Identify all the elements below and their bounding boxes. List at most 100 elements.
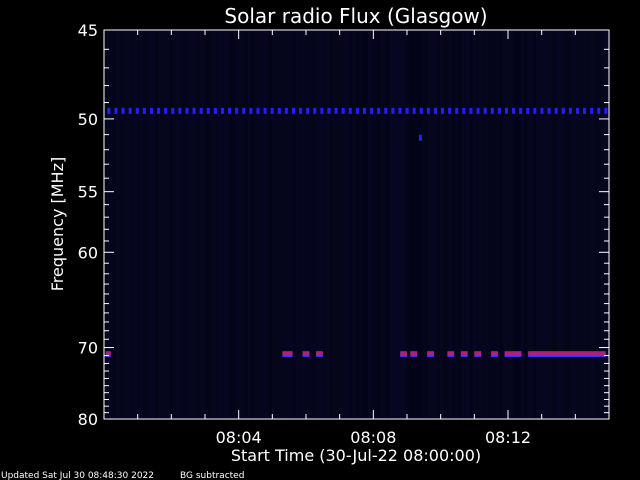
noise-column xyxy=(458,30,461,419)
band-50-dash xyxy=(426,107,430,114)
band-50-dash xyxy=(362,107,366,114)
noise-column xyxy=(329,30,332,419)
noise-column xyxy=(119,30,122,419)
noise-column xyxy=(500,30,503,419)
band-71-segment xyxy=(491,352,498,357)
noise-column xyxy=(206,30,209,419)
noise-column xyxy=(272,30,275,419)
noise-column xyxy=(302,30,305,419)
y-tick-label: 50 xyxy=(78,110,98,129)
noise-column xyxy=(581,30,584,419)
noise-column xyxy=(107,30,110,419)
band-50-dash xyxy=(185,107,189,114)
band-50-dash xyxy=(334,107,338,114)
band-50-dash xyxy=(263,107,267,114)
band-50-dash xyxy=(249,107,253,114)
band-50-dash xyxy=(597,107,601,114)
band-50-dash xyxy=(164,107,168,114)
noise-column xyxy=(344,30,347,419)
noise-column xyxy=(251,30,254,419)
noise-column xyxy=(461,30,464,419)
band-50-dash xyxy=(284,107,288,114)
noise-column xyxy=(176,30,179,419)
noise-column xyxy=(437,30,440,419)
band-50-dash xyxy=(554,107,558,114)
y-tick-label: 80 xyxy=(78,410,98,429)
noise-column xyxy=(233,30,236,419)
noise-column xyxy=(353,30,356,419)
x-axis: 08:04 08:08 08:12 xyxy=(137,30,576,447)
noise-column xyxy=(323,30,326,419)
noise-column xyxy=(146,30,149,419)
band-50-dash xyxy=(469,107,473,114)
noise-column xyxy=(488,30,491,419)
band-50-dash xyxy=(192,107,196,114)
band-50-dash xyxy=(171,107,175,114)
noise-column xyxy=(128,30,131,419)
band-50-dash xyxy=(178,107,182,114)
band-71-segment xyxy=(410,352,418,357)
noise-column xyxy=(338,30,341,419)
band-50-dash xyxy=(121,107,125,114)
noise-column xyxy=(464,30,467,419)
band-71-segment xyxy=(316,352,323,357)
noise-column xyxy=(602,30,605,419)
band-50-dash xyxy=(142,107,146,114)
noise-column xyxy=(242,30,245,419)
noise-column xyxy=(416,30,419,419)
noise-column xyxy=(332,30,335,419)
y-tick-label: 45 xyxy=(78,21,98,40)
band-50-dash xyxy=(412,107,416,114)
band-50-dash xyxy=(462,107,466,114)
band-50-dash xyxy=(419,107,423,114)
band-50-dash xyxy=(448,107,452,114)
noise-column xyxy=(446,30,449,419)
noise-column xyxy=(431,30,434,419)
noise-column xyxy=(221,30,224,419)
noise-column xyxy=(305,30,308,419)
noise-column xyxy=(290,30,293,419)
noise-column xyxy=(164,30,167,419)
noise-column xyxy=(515,30,518,419)
band-50-dash xyxy=(405,107,409,114)
band-50-dash xyxy=(519,107,523,114)
noise-column xyxy=(524,30,527,419)
x-tick-label: 08:08 xyxy=(350,428,396,447)
noise-column xyxy=(494,30,497,419)
noise-column xyxy=(563,30,566,419)
noise-column xyxy=(104,30,107,419)
noise-column xyxy=(359,30,362,419)
noise-column xyxy=(143,30,146,419)
noise-column xyxy=(392,30,395,419)
band-50-dash xyxy=(590,107,594,114)
band-50-dash xyxy=(583,107,587,114)
band-50-dash xyxy=(433,107,437,114)
band-50-dash xyxy=(455,107,459,114)
noise-column xyxy=(419,30,422,419)
noise-column xyxy=(401,30,404,419)
band-50-dash xyxy=(157,107,161,114)
band-71-segment xyxy=(105,352,111,357)
noise-column xyxy=(269,30,272,419)
band-50-dash xyxy=(355,107,359,114)
y-tick-label: 60 xyxy=(78,243,98,262)
noise-column xyxy=(266,30,269,419)
noise-column xyxy=(188,30,191,419)
noise-column xyxy=(383,30,386,419)
noise-column xyxy=(506,30,509,419)
noise-column xyxy=(590,30,593,419)
noise-column xyxy=(533,30,536,419)
band-71-segment xyxy=(427,352,434,357)
noise-column xyxy=(287,30,290,419)
band-50-dash xyxy=(313,107,317,114)
noise-column xyxy=(149,30,152,419)
noise-column xyxy=(455,30,458,419)
band-50-dash xyxy=(291,107,295,114)
noise-column xyxy=(293,30,296,419)
noise-column xyxy=(152,30,155,419)
noise-column xyxy=(425,30,428,419)
noise-column xyxy=(191,30,194,419)
band-50-dash xyxy=(561,107,565,114)
noise-column xyxy=(311,30,314,419)
noise-column xyxy=(572,30,575,419)
